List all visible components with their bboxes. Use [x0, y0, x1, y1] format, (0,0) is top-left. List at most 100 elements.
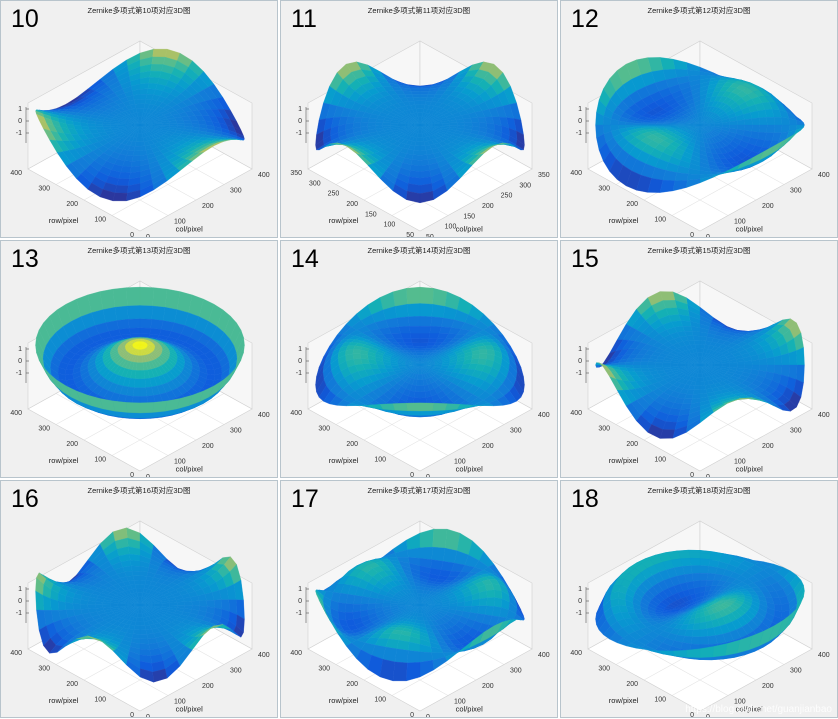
row-tick-label: 0 — [690, 232, 694, 238]
ylabel: row/pixel — [609, 216, 639, 225]
surface-patch — [112, 287, 128, 308]
col-tick-label: 300 — [519, 182, 531, 189]
panel-number: 14 — [291, 245, 319, 273]
xlabel: col/pixel — [736, 464, 763, 473]
col-tick-label: 250 — [501, 193, 513, 200]
surface-patch — [410, 90, 421, 95]
surface-patch — [126, 402, 141, 414]
panel-10: Zernike多项式第10项对应3D图 10 1 0 -1 400 300 200 100 0 0 1… — [0, 0, 278, 238]
xlabel: col/pixel — [176, 224, 203, 233]
surface-patch — [406, 402, 421, 412]
surface-patch — [139, 634, 148, 640]
surface-patch — [139, 83, 149, 90]
row-tick-label: 200 — [626, 441, 638, 448]
surface-patch — [411, 159, 421, 166]
chart-title: Zernike多项式第12项对应3D图 — [647, 6, 751, 15]
chart-title: Zernike多项式第11项对应3D图 — [367, 6, 471, 15]
surface-patch — [169, 602, 178, 606]
surface-patch — [139, 141, 146, 147]
surface-patch — [129, 327, 141, 335]
surface-mesh — [595, 57, 805, 193]
surface-patch — [773, 355, 783, 366]
surface-patch — [409, 325, 421, 334]
col-tick-label: 200 — [482, 443, 494, 450]
surface-patch — [736, 119, 745, 126]
surface-patch — [632, 364, 641, 369]
surface-patch — [414, 145, 421, 151]
chart-title: Zernike多项式第13项对应3D图 — [87, 246, 191, 255]
surface-patch — [95, 601, 104, 606]
surface-patch — [127, 412, 141, 419]
col-tick-label: 150 — [463, 213, 475, 220]
col-tick-label: 0 — [146, 714, 150, 718]
row-tick-label: 0 — [690, 472, 694, 478]
surface-patch — [669, 362, 678, 366]
surface-patch — [744, 360, 753, 366]
panel-17: Zernike多项式第17项对应3D图 17 1 0 -1 400 300 200 100 0 0 1… — [280, 480, 558, 718]
surface-patch — [412, 154, 421, 161]
col-tick-label: 0 — [706, 474, 710, 478]
row-tick-label: 400 — [570, 170, 582, 177]
surface-patch — [133, 94, 141, 100]
xlabel: col/pixel — [176, 704, 203, 713]
surface-patch — [126, 286, 141, 307]
surface-patch — [766, 356, 775, 366]
ylabel: row/pixel — [609, 456, 639, 465]
surface-patch — [168, 120, 178, 124]
panel-12: Zernike多项式第12项对应3D图 12 1 0 -1 400 300 200 100 0 0 1… — [560, 0, 838, 238]
surface-patch — [133, 387, 141, 397]
panel-number: 17 — [291, 485, 319, 513]
surface-patch — [419, 385, 426, 393]
surface-patch — [133, 150, 141, 157]
surface-patch — [759, 117, 768, 126]
surface-patch — [114, 185, 129, 194]
surface-patch — [686, 178, 701, 188]
z-tick-label: 1 — [18, 346, 22, 353]
surface-patch — [152, 400, 168, 413]
surface-patch — [410, 88, 421, 92]
row-tick-label: 200 — [346, 201, 358, 208]
z-tick-label: -1 — [16, 130, 22, 137]
surface-patch — [139, 370, 146, 380]
surface-patch — [647, 358, 657, 363]
surface-patch — [407, 410, 421, 416]
surface-patch — [655, 361, 664, 366]
col-tick-label: 300 — [230, 188, 242, 195]
row-tick-label: 200 — [66, 681, 78, 688]
chart-title: Zernike多项式第17项对应3D图 — [367, 486, 471, 495]
surface-patch — [781, 124, 790, 133]
surface-patch — [114, 305, 129, 321]
surface-patch — [134, 370, 141, 380]
surface-patch — [419, 333, 430, 340]
surface-patch — [413, 97, 421, 102]
row-tick-label: 400 — [10, 170, 22, 177]
z-tick-label: 0 — [298, 118, 302, 125]
surface-patch — [139, 333, 150, 338]
surface-patch — [694, 385, 701, 391]
surface-patch — [120, 166, 132, 173]
surface-patch — [744, 118, 753, 126]
z-tick-label: -1 — [16, 610, 22, 617]
row-tick-label: 150 — [365, 211, 377, 218]
surface-patch — [647, 361, 656, 366]
surface-patch — [65, 602, 74, 611]
surface-patch — [419, 410, 433, 416]
surface-patch — [112, 400, 128, 413]
surface-patch — [139, 638, 149, 645]
col-tick-label: 300 — [790, 428, 802, 435]
surface-patch — [419, 391, 426, 399]
surface-patch — [126, 659, 141, 678]
surface-patch — [132, 155, 141, 162]
surface-patch — [751, 124, 760, 133]
surface-patch — [139, 570, 148, 577]
row-tick-label: 100 — [654, 457, 666, 464]
surface-patch — [80, 603, 89, 610]
surface-patch — [87, 123, 96, 127]
surface-patch — [151, 56, 166, 65]
row-tick-label: 300 — [598, 186, 610, 193]
col-tick-label: 200 — [202, 203, 214, 210]
